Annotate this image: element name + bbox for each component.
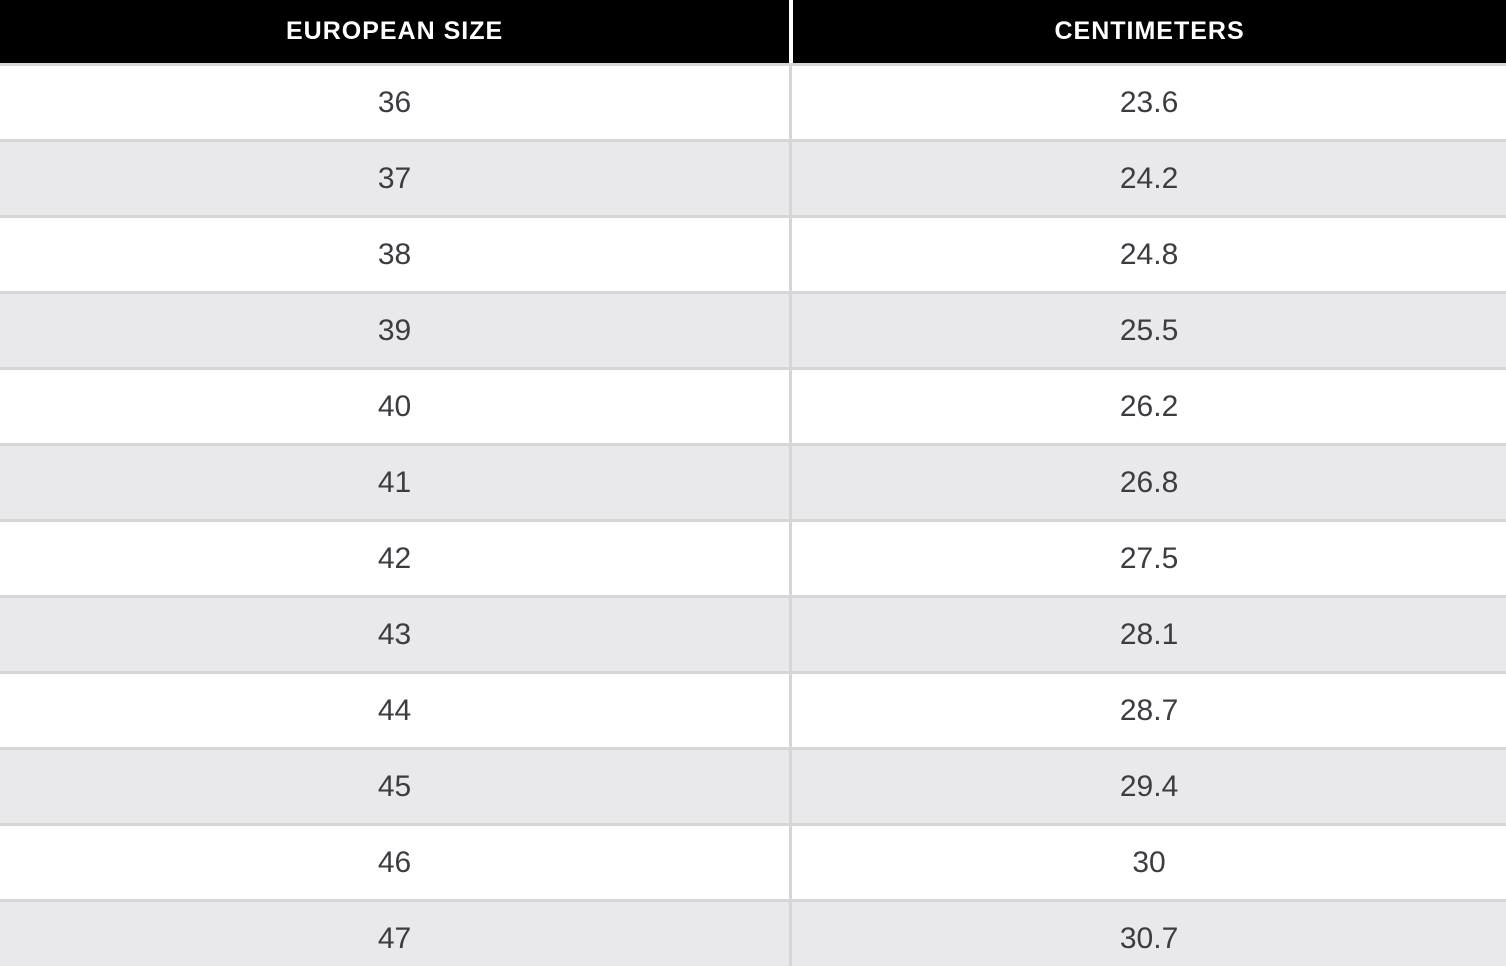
cell-centimeters: 24.8 [789,215,1506,291]
cell-centimeters: 30 [789,823,1506,899]
cell-european-size: 37 [0,139,790,215]
column-header-centimeters: CENTIMETERS [789,0,1506,63]
cell-centimeters: 27.5 [789,519,1506,595]
table-row: 47 30.7 [0,899,1506,966]
cell-european-size: 40 [0,367,790,443]
cell-european-size: 44 [0,671,790,747]
table-row: 44 28.7 [0,671,1506,747]
cell-european-size: 39 [0,291,790,367]
cell-european-size: 45 [0,747,790,823]
table-header: EUROPEAN SIZE CENTIMETERS [0,0,1506,63]
table-row: 41 26.8 [0,443,1506,519]
cell-european-size: 36 [0,63,790,139]
cell-centimeters: 28.1 [789,595,1506,671]
cell-centimeters: 23.6 [789,63,1506,139]
table-row: 38 24.8 [0,215,1506,291]
table-row: 45 29.4 [0,747,1506,823]
cell-european-size: 41 [0,443,790,519]
table-row: 43 28.1 [0,595,1506,671]
table-row: 42 27.5 [0,519,1506,595]
cell-centimeters: 29.4 [789,747,1506,823]
cell-european-size: 43 [0,595,790,671]
table-row: 40 26.2 [0,367,1506,443]
cell-centimeters: 28.7 [789,671,1506,747]
cell-centimeters: 24.2 [789,139,1506,215]
table-body: 36 23.6 37 24.2 38 24.8 39 25.5 40 26.2 … [0,63,1506,966]
table-row: 37 24.2 [0,139,1506,215]
column-header-european-size: EUROPEAN SIZE [0,0,790,63]
cell-centimeters: 25.5 [789,291,1506,367]
cell-european-size: 38 [0,215,790,291]
cell-centimeters: 26.2 [789,367,1506,443]
table-row: 46 30 [0,823,1506,899]
cell-centimeters: 26.8 [789,443,1506,519]
cell-european-size: 42 [0,519,790,595]
cell-centimeters: 30.7 [789,899,1506,966]
cell-european-size: 46 [0,823,790,899]
cell-european-size: 47 [0,899,790,966]
table-row: 39 25.5 [0,291,1506,367]
table-row: 36 23.6 [0,63,1506,139]
header-row: EUROPEAN SIZE CENTIMETERS [0,0,1506,63]
